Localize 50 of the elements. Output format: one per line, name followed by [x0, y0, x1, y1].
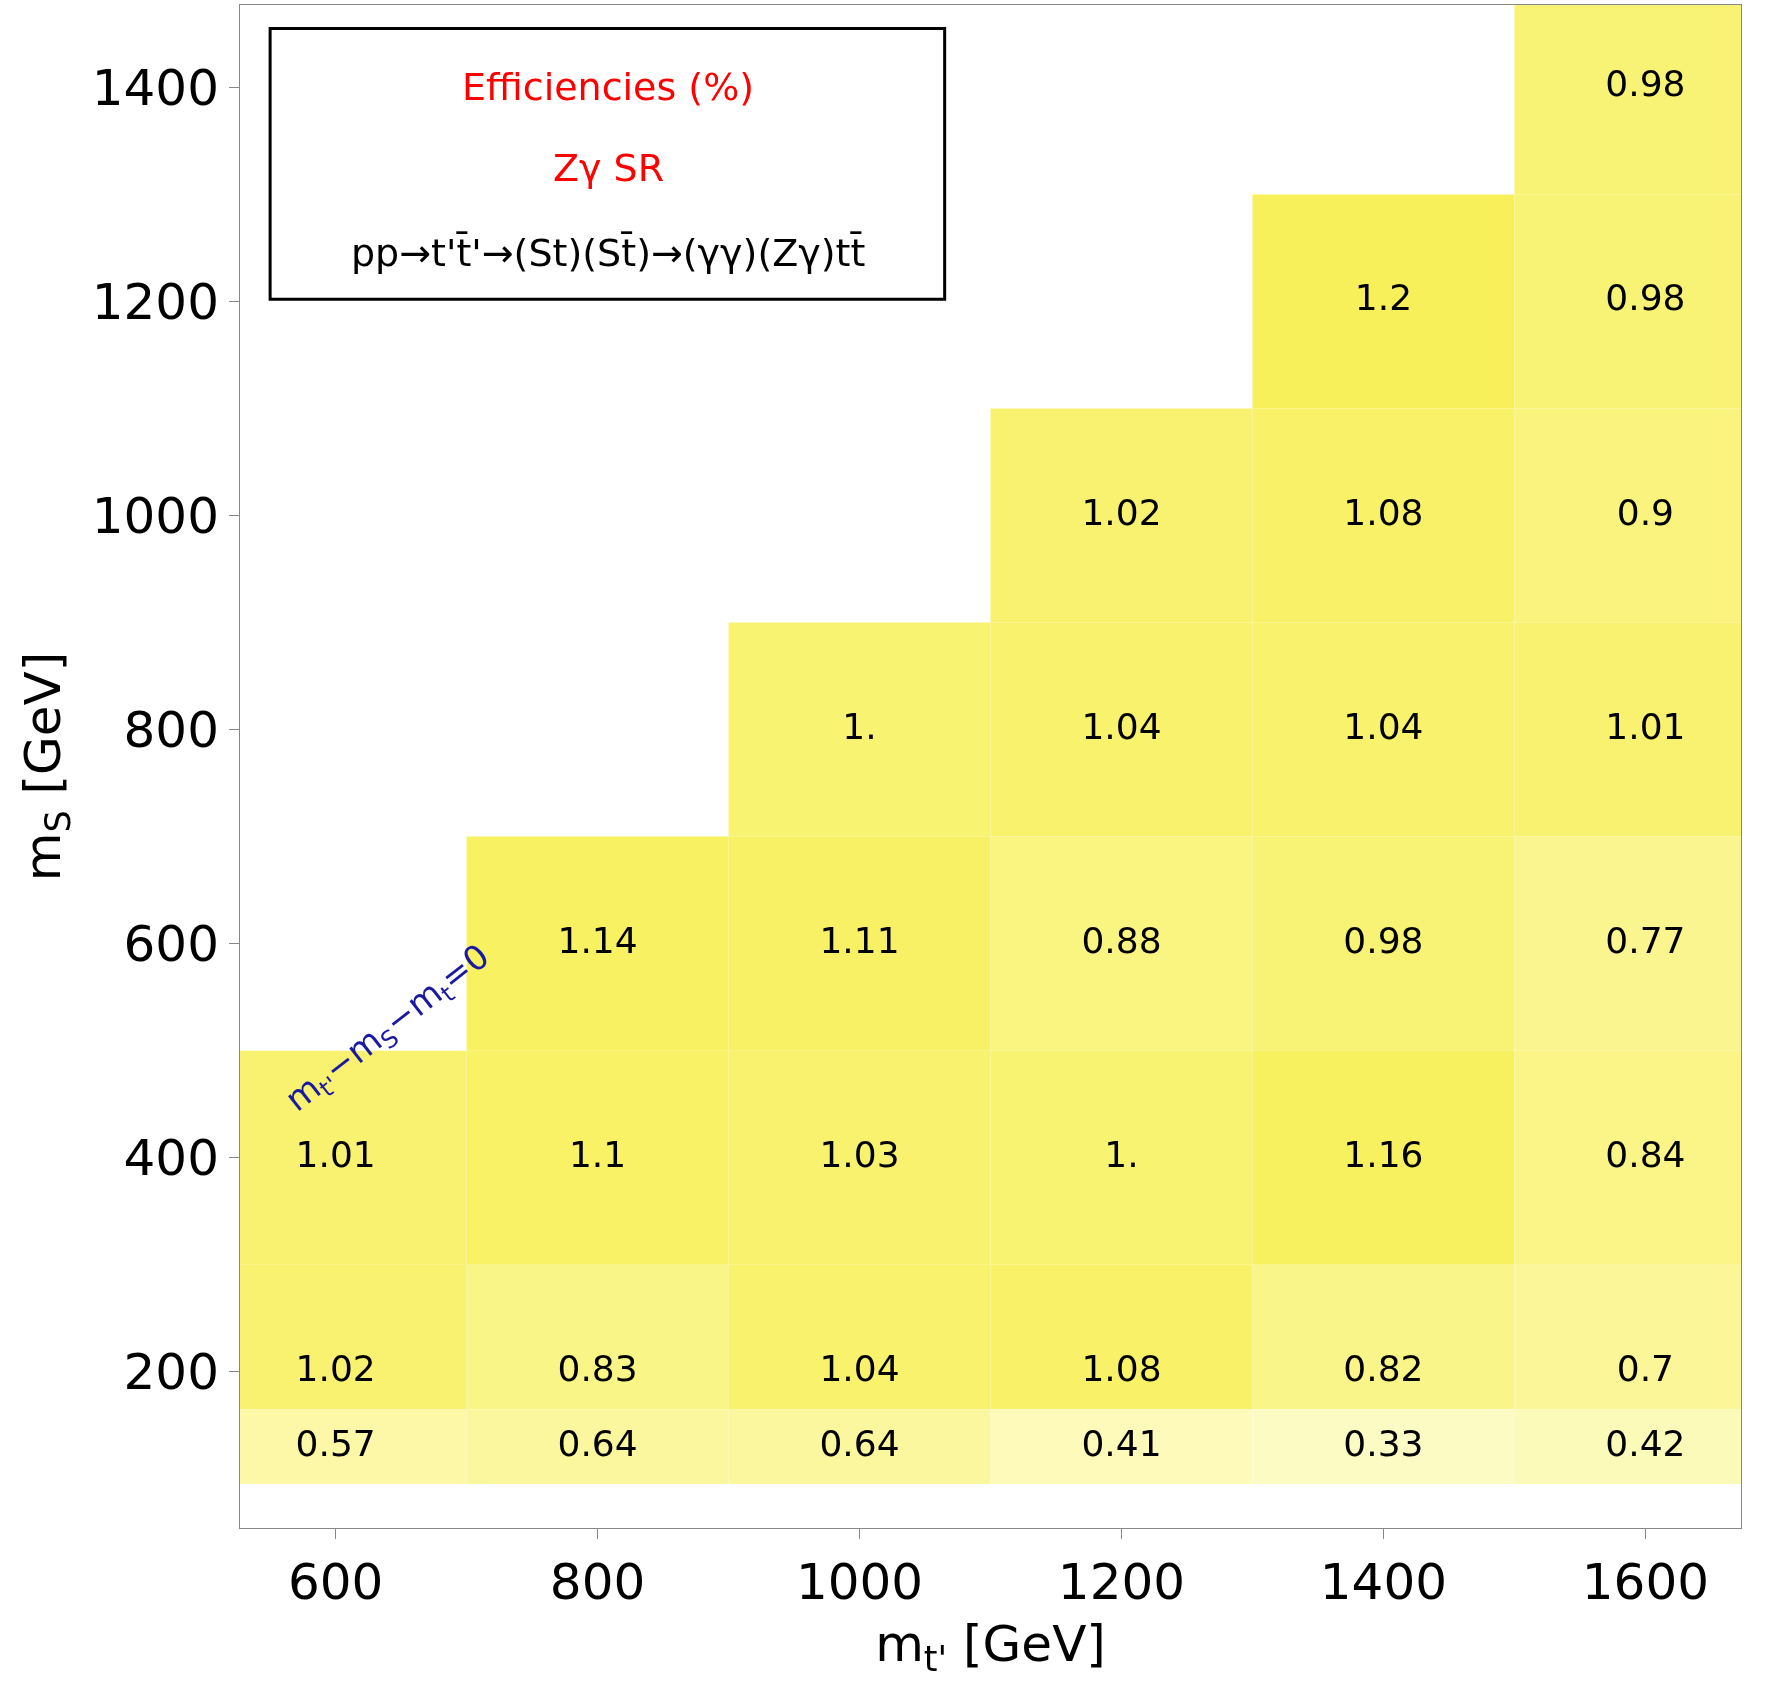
- data-label: 0.33: [1343, 1422, 1424, 1464]
- data-label: 1.01: [1605, 705, 1686, 747]
- data-label: 0.98: [1343, 919, 1424, 961]
- data-label: 0.57: [295, 1422, 376, 1464]
- data-label: 1.04: [1343, 705, 1424, 747]
- data-label: 1.08: [1081, 1347, 1162, 1389]
- data-label: 1.2: [1354, 277, 1413, 319]
- x-tick-label: 800: [549, 1553, 646, 1611]
- data-label: 0.88: [1081, 919, 1162, 961]
- x-tick-label: 600: [287, 1553, 384, 1611]
- x-tick-label: 1400: [1319, 1553, 1448, 1611]
- data-label: 1.02: [1081, 491, 1162, 533]
- y-tick-label: 400: [123, 1129, 219, 1188]
- y-tick-label: 1200: [91, 272, 219, 331]
- data-label: 1.11: [819, 919, 900, 961]
- data-label: 0.9: [1616, 491, 1675, 533]
- data-label: 0.7: [1616, 1347, 1675, 1389]
- data-label: 1.16: [1343, 1133, 1424, 1175]
- data-label: 0.77: [1605, 919, 1686, 961]
- y-tick-label: 800: [123, 701, 219, 760]
- data-label: 1.04: [819, 1347, 900, 1389]
- data-label: 0.84: [1605, 1133, 1686, 1175]
- y-tick-label: 1000: [91, 487, 219, 546]
- data-label: 0.42: [1605, 1422, 1686, 1464]
- x-tick-label: 1600: [1581, 1553, 1710, 1611]
- x-tick-label: 1000: [795, 1553, 924, 1611]
- data-label: 0.64: [557, 1422, 638, 1464]
- x-tick-label: 1200: [1057, 1553, 1186, 1611]
- data-label: 1.1: [568, 1133, 627, 1175]
- data-label: 1.01: [295, 1133, 376, 1175]
- data-label: 1.: [1104, 1133, 1139, 1175]
- data-label: 0.41: [1081, 1422, 1162, 1464]
- x-axis-title: m$_{t'}$ [GeV]: [875, 1614, 1106, 1679]
- data-label: 0.98: [1605, 277, 1686, 319]
- data-label: 0.83: [557, 1347, 638, 1389]
- data-label: 1.14: [557, 919, 638, 961]
- y-tick-label: 1400: [91, 58, 219, 117]
- data-label: 1.: [842, 705, 877, 747]
- data-label: 1.03: [819, 1133, 900, 1175]
- annotation: pp→t't̄'→(St)(St̄)→(γγ)(Zγ)tt̄: [351, 231, 866, 275]
- text: Efficiencies (%): [462, 65, 755, 109]
- y-tick-label: 200: [123, 1343, 219, 1402]
- data-label: 1.04: [1081, 705, 1162, 747]
- y-tick-label: 600: [123, 915, 219, 974]
- data-label: 1.08: [1343, 491, 1424, 533]
- data-label: 0.98: [1605, 63, 1686, 105]
- data-label: 0.64: [819, 1422, 900, 1464]
- text: Zγ SR: [553, 146, 665, 190]
- data-label: 0.82: [1343, 1347, 1424, 1389]
- data-label: 1.02: [295, 1347, 376, 1389]
